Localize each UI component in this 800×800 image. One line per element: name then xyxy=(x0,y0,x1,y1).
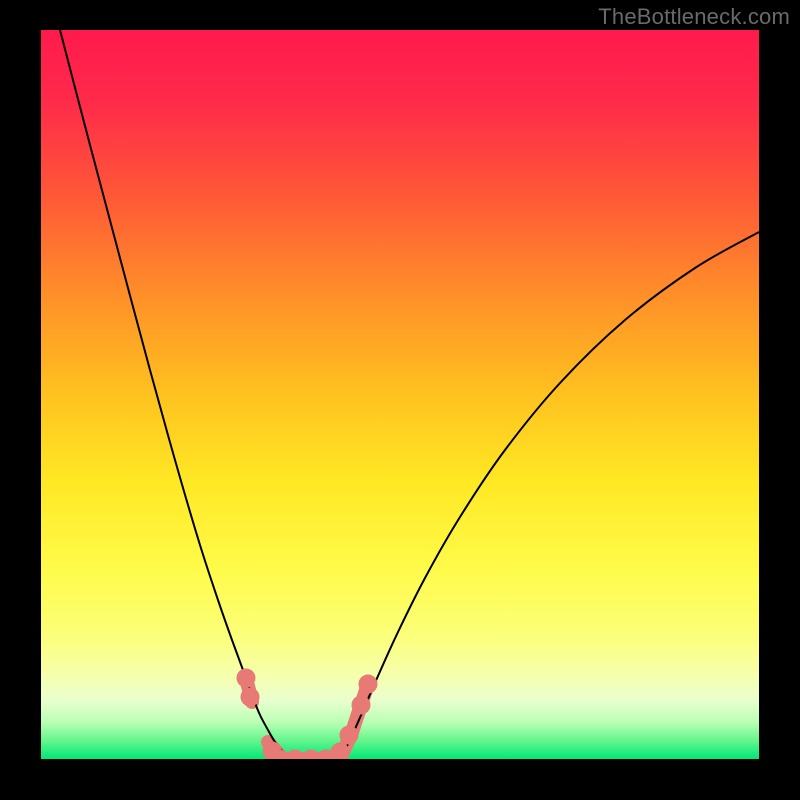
watermark-text: TheBottleneck.com xyxy=(598,4,790,30)
curve-marker xyxy=(359,675,377,693)
plot-background xyxy=(41,30,759,759)
chart-stage: TheBottleneck.com xyxy=(0,0,800,800)
curve-marker xyxy=(241,688,259,706)
curve-marker xyxy=(286,750,304,768)
curve-marker xyxy=(331,743,349,761)
curve-marker xyxy=(352,696,370,714)
chart-svg xyxy=(0,0,800,800)
curve-marker xyxy=(237,669,255,687)
curve-marker xyxy=(340,726,358,744)
curve-marker xyxy=(270,750,288,768)
